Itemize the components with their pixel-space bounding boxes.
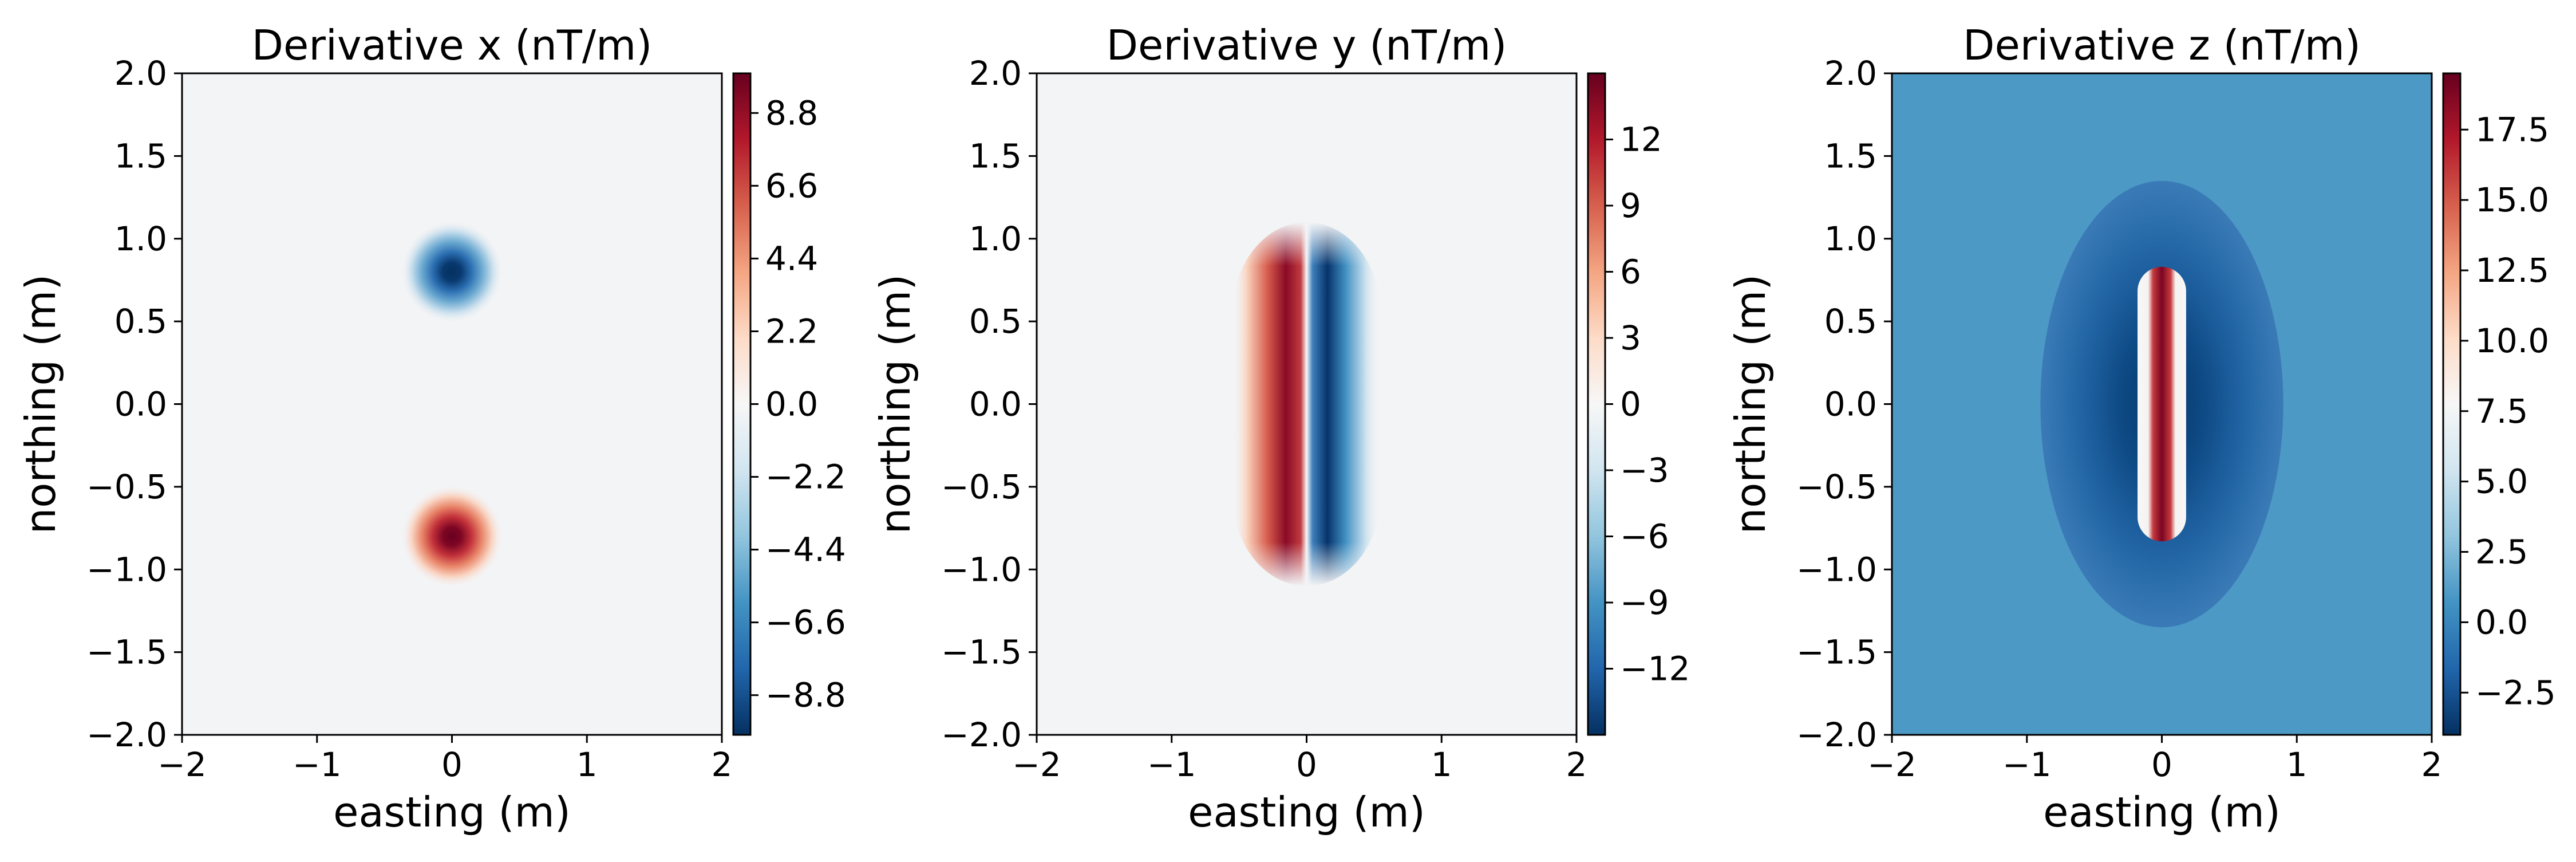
- colorbar-tick-label: −2.5: [2475, 673, 2556, 712]
- y-tick-label: 2.0: [1824, 54, 1877, 93]
- chart-title: Derivative x (nT/m): [252, 21, 653, 69]
- y-tick-label: −2.0: [1796, 715, 1877, 754]
- colorbar-tick-label: −3: [1620, 451, 1669, 490]
- y-tick-label: 2.0: [969, 54, 1022, 93]
- x-tick-label: 2: [712, 745, 733, 784]
- x-tick-label: 1: [2286, 745, 2308, 784]
- y-axis-label: northing (m): [17, 274, 65, 534]
- anomaly-bar: [2138, 266, 2186, 542]
- colorbar-tick-label: 12.5: [2475, 251, 2549, 290]
- y-tick-label: −2.0: [941, 715, 1022, 754]
- y-tick-label: −2.0: [86, 715, 167, 754]
- plot-area: [1037, 73, 1577, 735]
- colorbar-tick-label: 15.0: [2475, 180, 2549, 219]
- y-tick-label: 0.0: [114, 385, 167, 424]
- colorbar-tick-label: 0: [1620, 385, 1641, 424]
- x-tick-label: −2: [1012, 745, 1061, 784]
- x-tick-label: −2: [157, 745, 207, 784]
- colorbar-tick-label: 9: [1620, 186, 1641, 225]
- chart-panel-1: −2 −1 0 1 2 2.0 1.5 1.0 0.5 0.0 −0.5 −1.0 −1.5 −2.0 De…: [17, 21, 846, 836]
- y-tick-label: 0.0: [1824, 385, 1877, 424]
- y-axis-label: northing (m): [871, 274, 919, 534]
- x-tick-label: 0: [1296, 745, 1317, 784]
- y-tick-label: 1.5: [969, 136, 1022, 175]
- y-tick-label: 1.0: [969, 219, 1022, 258]
- y-tick-label: 0.5: [114, 302, 167, 341]
- anomaly-blob-1: [400, 220, 504, 324]
- colorbar-tick-label: −2.2: [765, 458, 846, 497]
- anomaly-blob-2: [400, 485, 504, 588]
- colorbar-tick-label: 10.0: [2475, 321, 2549, 360]
- colorbar: [733, 73, 750, 735]
- y-tick-label: −0.5: [86, 467, 167, 506]
- colorbar-tick-label: −4.4: [765, 530, 846, 569]
- plot-area: [1892, 73, 2432, 735]
- y-axis-label: northing (m): [1726, 274, 1775, 534]
- x-tick-label: 2: [1566, 745, 1587, 784]
- y-tick-label: −1.5: [1796, 633, 1877, 672]
- anomaly-strip-pair: [1232, 222, 1381, 587]
- x-tick-label: 2: [2421, 745, 2443, 784]
- chart-title: Derivative y (nT/m): [1107, 21, 1507, 69]
- x-tick-label: −1: [1147, 745, 1196, 784]
- colorbar-tick-label: −6: [1620, 517, 1669, 556]
- plot-background: [182, 73, 722, 735]
- y-tick-label: −1.5: [941, 633, 1022, 672]
- chart-panel-2: −2 −1 0 1 22.01.51.00.50.0−0.5−1.0−1.5−2.0De…: [871, 21, 1690, 836]
- colorbar-tick-label: 0.0: [765, 385, 818, 424]
- y-tick-label: −1.0: [1796, 550, 1877, 589]
- colorbar-tick-label: 3: [1620, 318, 1641, 357]
- colorbar-tick-label: 8.8: [765, 93, 818, 132]
- colorbar-tick-label: −12: [1620, 650, 1690, 688]
- y-tick-label: 0.5: [1824, 302, 1877, 341]
- y-tick-label: 0.0: [969, 385, 1022, 424]
- colorbar: [2443, 73, 2460, 735]
- y-tick-label: −0.5: [941, 467, 1022, 506]
- colorbar-tick-label: 5.0: [2475, 462, 2528, 501]
- colorbar-tick-label: 12: [1620, 120, 1662, 159]
- colorbar-tick-label: −9: [1620, 583, 1669, 622]
- x-tick-label: 1: [1431, 745, 1452, 784]
- y-tick-label: 1.5: [1824, 136, 1877, 175]
- colorbar-tick-label: 0.0: [2475, 603, 2528, 641]
- x-tick-label: 0: [2151, 745, 2172, 784]
- colorbar-tick-label: 6: [1620, 253, 1641, 292]
- x-tick-label: −2: [1867, 745, 1917, 784]
- chart-panel-3: −2 −1 0 1 2 2.0 1.5 1.0 0.5 0.0 −0.5 −1.0 −1.5 −2.0 De…: [1726, 21, 2556, 836]
- y-tick-label: −1.5: [86, 633, 167, 672]
- colorbar-tick-label: 4.4: [765, 239, 818, 278]
- y-tick-label: 1.0: [1824, 219, 1877, 258]
- y-tick-label: 1.0: [114, 219, 167, 258]
- colorbar-tick-label: −8.8: [765, 676, 846, 715]
- colorbar-tick-label: 6.6: [765, 166, 818, 205]
- colorbar: [1588, 73, 1605, 735]
- chart-panels: −2 −1 0 1 22.01.51.00.50.0−0.5−1.0−1.5−2.0De…: [17, 21, 2556, 836]
- colorbar-tick-label: 2.5: [2475, 533, 2528, 572]
- x-tick-label: 0: [441, 745, 463, 784]
- plot-area: [182, 73, 722, 735]
- colorbar-tick-label: −6.6: [765, 603, 846, 642]
- x-axis-label: easting (m): [333, 788, 571, 836]
- colorbar-tick-label: 7.5: [2475, 392, 2528, 431]
- y-tick-label: 2.0: [114, 54, 167, 93]
- x-tick-label: 1: [576, 745, 598, 784]
- x-tick-label: −1: [2002, 745, 2052, 784]
- x-axis-label: easting (m): [1188, 788, 1425, 836]
- colorbar-frame: [2442, 72, 2462, 736]
- y-tick-label: −0.5: [1796, 467, 1877, 506]
- y-tick-label: 0.5: [969, 302, 1022, 341]
- x-axis-label: easting (m): [2043, 788, 2281, 836]
- y-tick-label: −1.0: [941, 550, 1022, 589]
- colorbar-tick-label: 2.2: [765, 312, 818, 351]
- x-tick-label: −1: [293, 745, 342, 784]
- y-tick-label: 1.5: [114, 136, 167, 175]
- chart-title: Derivative z (nT/m): [1963, 21, 2361, 69]
- y-tick-label: −1.0: [86, 550, 167, 589]
- colorbar-tick-label: 17.5: [2475, 110, 2549, 149]
